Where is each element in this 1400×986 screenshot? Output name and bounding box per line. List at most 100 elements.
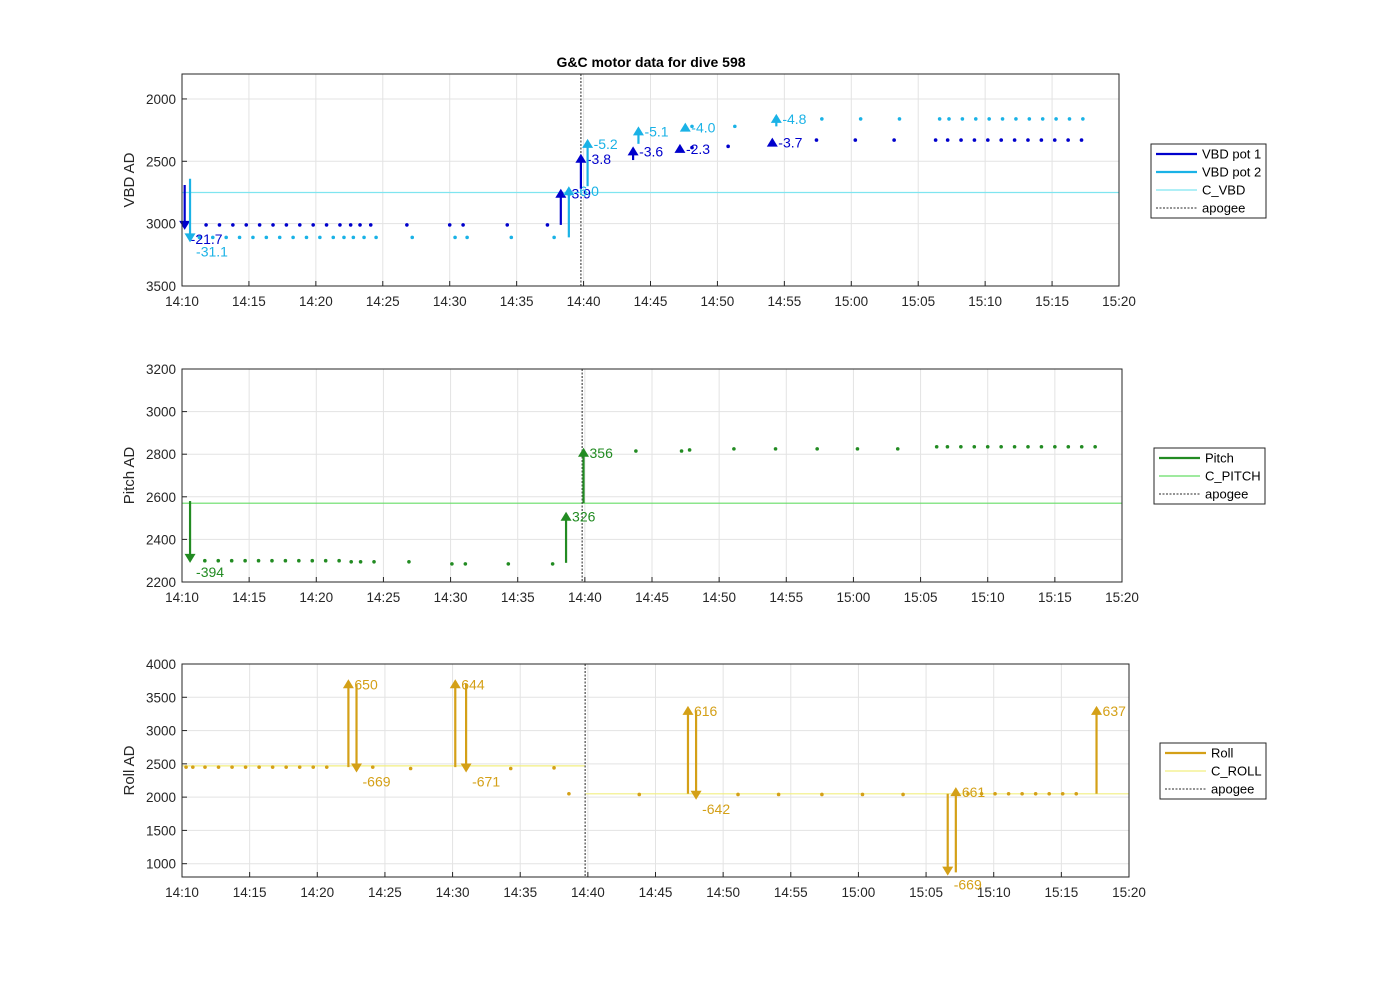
- data-point: [311, 223, 315, 227]
- data-point: [264, 235, 269, 240]
- x-tick-label: 14:50: [701, 294, 735, 309]
- move-label: -3.9: [567, 186, 591, 202]
- data-point: [342, 235, 346, 240]
- data-point: [505, 223, 510, 227]
- data-point: [999, 138, 1004, 142]
- data-point: [690, 145, 694, 150]
- data-point: [463, 562, 468, 566]
- data-point: [323, 558, 328, 563]
- data-point: [251, 235, 255, 240]
- move-arrow-head: [575, 153, 587, 163]
- x-tick-label: 14:20: [300, 885, 334, 900]
- chart-panel-2: 14:10 14:15 14:20 14:25 14:30 14:35 14:40 14:45…: [121, 362, 1266, 605]
- y-tick-label: 3000: [146, 217, 176, 232]
- move-label: 616: [694, 703, 718, 719]
- data-point: [270, 558, 274, 563]
- move-label: -3.7: [778, 135, 802, 151]
- data-point: [358, 223, 362, 227]
- data-point: [1079, 138, 1084, 142]
- data-point: [461, 223, 465, 227]
- x-tick-label: 14:40: [568, 590, 602, 605]
- legend-entry: VBD pot 2: [1202, 165, 1261, 180]
- move-arrow-head: [674, 143, 686, 153]
- move-label: -3.6: [639, 143, 663, 159]
- x-tick-label: 15:05: [901, 294, 935, 309]
- data-point: [405, 223, 409, 227]
- x-tick-label: 15:20: [1105, 590, 1139, 605]
- x-tick-label: 15:15: [1038, 590, 1072, 605]
- move-arrow-head: [449, 679, 461, 689]
- x-tick-label: 14:35: [501, 590, 535, 605]
- move-label: 356: [590, 445, 614, 461]
- data-point: [410, 235, 415, 240]
- move-arrow-head: [679, 122, 691, 132]
- x-tick-label: 14:30: [434, 590, 468, 605]
- data-point: [937, 117, 942, 121]
- x-tick-label: 14:45: [639, 885, 673, 900]
- data-point: [853, 138, 858, 142]
- x-tick-label: 15:00: [842, 885, 876, 900]
- move-arrow-head: [770, 113, 782, 123]
- move-label: -671: [472, 773, 500, 789]
- data-point: [999, 444, 1003, 449]
- data-point: [820, 792, 824, 797]
- move-label: -4.8: [782, 111, 806, 127]
- data-point: [284, 765, 288, 769]
- data-point: [736, 792, 740, 797]
- data-point: [408, 766, 413, 771]
- data-point: [508, 766, 513, 771]
- data-point: [204, 223, 208, 227]
- data-point: [1093, 444, 1097, 449]
- data-point: [897, 117, 902, 121]
- chart-panel-3: 14:10 14:15 14:20 14:25 14:30 14:35 14:40 14:45…: [121, 657, 1267, 900]
- data-point: [934, 444, 939, 449]
- data-point: [690, 124, 694, 129]
- data-point: [1067, 117, 1072, 121]
- x-tick-label: 14:25: [368, 885, 402, 900]
- data-point: [358, 559, 363, 564]
- data-point: [297, 223, 302, 227]
- y-tick-label: 1000: [146, 857, 176, 872]
- data-point: [407, 559, 411, 564]
- data-point: [1066, 138, 1070, 142]
- data-point: [216, 765, 221, 769]
- move-arrow-head: [627, 146, 639, 156]
- x-tick-label: 15:00: [837, 590, 871, 605]
- y-tick-label: 3200: [146, 362, 176, 377]
- data-point: [297, 765, 302, 769]
- data-point: [679, 449, 684, 453]
- x-tick-label: 14:55: [769, 590, 803, 605]
- x-tick-label: 14:45: [634, 294, 668, 309]
- move-label: -5.1: [644, 123, 668, 139]
- data-point: [855, 447, 860, 451]
- x-tick-label: 14:35: [503, 885, 537, 900]
- legend-entry: C_VBD: [1202, 183, 1245, 198]
- figure-title: G&C motor data for dive 598: [556, 54, 745, 70]
- data-point: [362, 235, 366, 240]
- data-point: [1027, 117, 1032, 121]
- data-point: [1006, 791, 1011, 796]
- data-point: [197, 235, 202, 240]
- data-point: [552, 766, 556, 770]
- data-point: [776, 792, 781, 797]
- data-point: [972, 138, 977, 142]
- legend-entry: C_ROLL: [1211, 764, 1262, 779]
- move-label: 644: [461, 676, 485, 692]
- x-tick-label: 15:15: [1035, 294, 1069, 309]
- data-point: [1052, 138, 1057, 142]
- data-point: [370, 765, 375, 769]
- data-point: [243, 558, 247, 563]
- x-tick-label: 15:05: [904, 590, 938, 605]
- x-tick-label: 14:15: [233, 885, 267, 900]
- chart-panel-1: 14:10 14:15 14:20 14:25 14:30 14:35 14:40 14:45…: [121, 73, 1267, 309]
- legend-entry: Pitch: [1205, 451, 1234, 466]
- legend-entry: apogee: [1211, 782, 1254, 797]
- data-point: [271, 223, 275, 227]
- move-label: 650: [354, 676, 378, 692]
- data-point: [726, 144, 730, 149]
- data-point: [453, 235, 457, 240]
- data-point: [814, 138, 819, 142]
- data-point: [203, 765, 207, 769]
- move-label: -669: [363, 773, 391, 789]
